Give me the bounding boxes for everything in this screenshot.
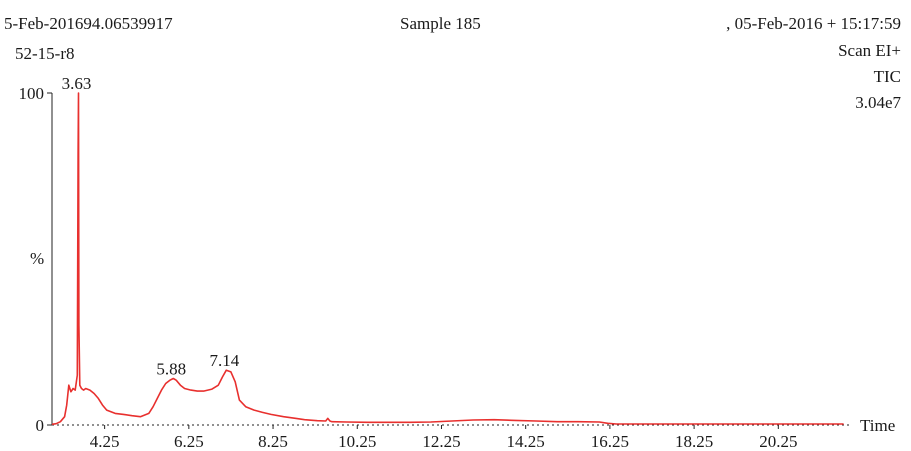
peak-label: 7.14 (209, 351, 239, 370)
header-scan-mode: Scan EI+ (838, 41, 901, 60)
y-tick-label: 100 (19, 84, 45, 103)
header-left-line1: 5-Feb-201694.06539917 (4, 14, 173, 33)
header-datetime: , 05-Feb-2016 + 15:17:59 (726, 14, 901, 33)
header-left-line2: 52-15-r8 (15, 44, 75, 63)
x-axis-label: Time (860, 416, 895, 435)
sample-title: Sample 185 (400, 14, 481, 33)
header-trace-type: TIC (873, 67, 901, 86)
peak-label: 5.88 (156, 360, 186, 379)
x-tick-label: 16.25 (591, 432, 629, 451)
x-tick-label: 14.25 (507, 432, 545, 451)
x-tick-label: 20.25 (759, 432, 797, 451)
x-tick-label: 12.25 (422, 432, 460, 451)
x-ticks: 4.25 6.25 8.25 10.25 12.25 14.25 16.25 18.25 20.… (90, 425, 797, 451)
header-intensity: 3.04e7 (855, 93, 901, 112)
y-tick-label: 0 (36, 416, 45, 435)
x-tick-label: 10.25 (338, 432, 376, 451)
x-tick-label: 8.25 (258, 432, 288, 451)
x-tick-label: 4.25 (90, 432, 120, 451)
axes (51, 93, 852, 426)
y-ticks: 0 100 (19, 84, 52, 435)
y-axis-label: % (30, 249, 44, 268)
x-tick-label: 18.25 (675, 432, 713, 451)
x-tick-label: 6.25 (174, 432, 204, 451)
peak-label: 3.63 (62, 74, 92, 93)
peak-labels: 3.63 5.88 7.14 (62, 74, 240, 379)
series-line-tic (51, 92, 844, 426)
